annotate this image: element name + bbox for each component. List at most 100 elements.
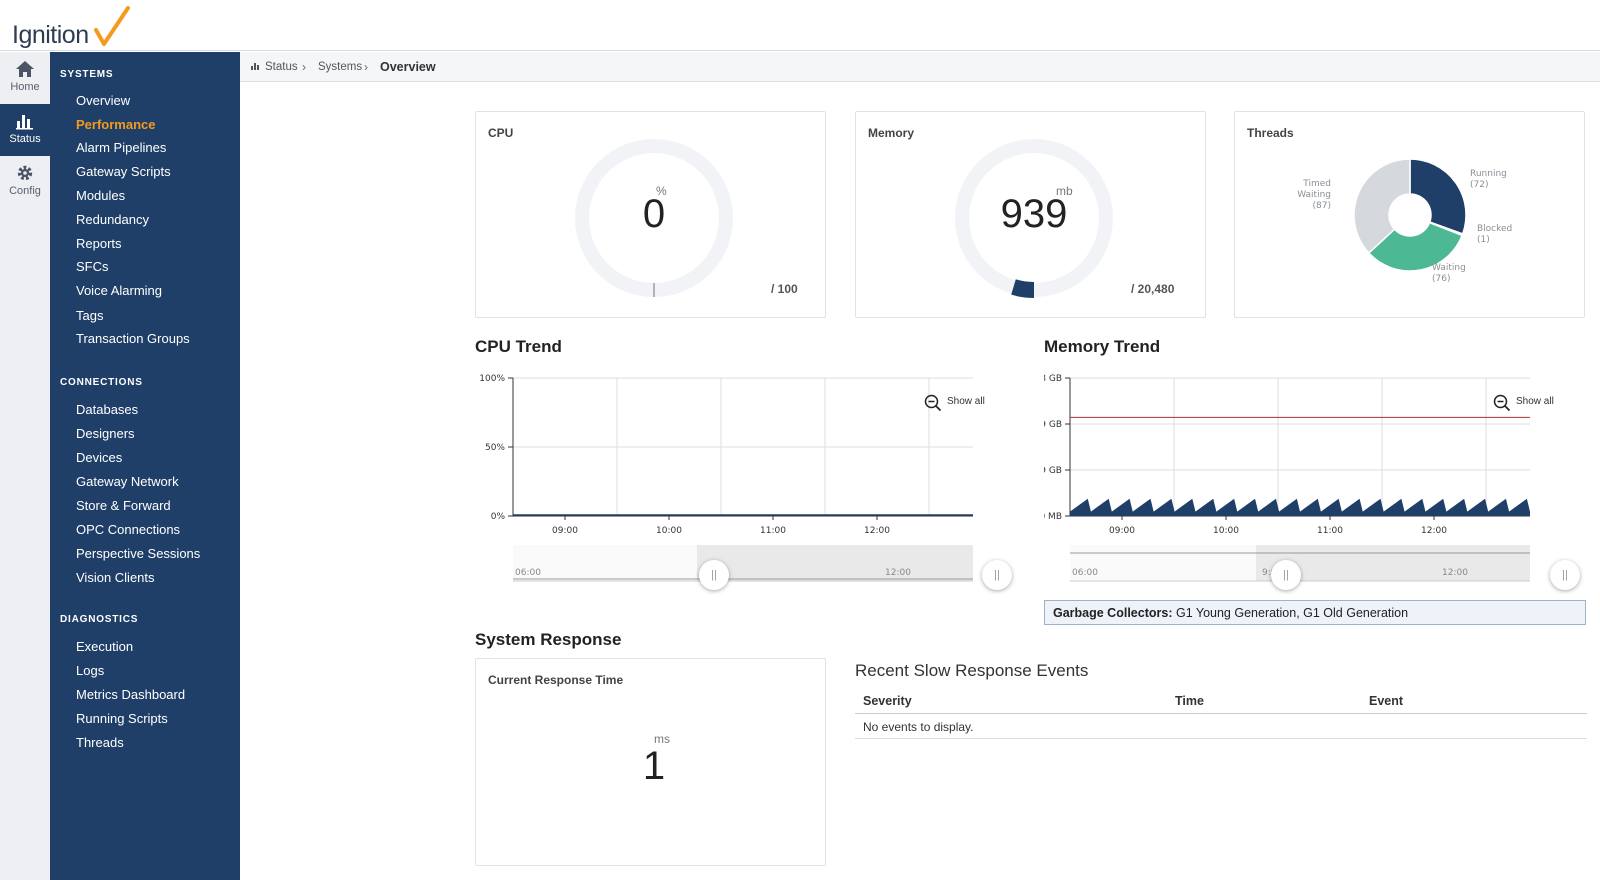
cpu-show-all-link[interactable]: Show all [947,396,985,407]
threads-label-count: (76) [1432,274,1450,284]
cpu-range-handle-left[interactable]: || [699,560,729,590]
garbage-collectors-info: Garbage Collectors: G1 Young Generation,… [1044,600,1586,625]
column-severity[interactable]: Severity [863,694,912,708]
memory-range-handle-left[interactable]: || [1271,560,1301,590]
slow-events-title: Recent Slow Response Events [855,661,1089,680]
sidebar-item-metrics-dashboard[interactable]: Metrics Dashboard [76,687,186,702]
connections-section-title: CONNECTIONS [60,377,143,388]
zoom-out-icon[interactable] [1493,394,1511,412]
x-tick-label: 10:00 [1213,526,1239,536]
cpu-value: 0 [642,192,666,236]
sidebar-item-transaction-groups[interactable]: Transaction Groups [76,331,190,346]
gear-icon [17,165,33,181]
x-tick-label: 12:00 [864,526,890,536]
sidebar-item-reports[interactable]: Reports [76,236,122,251]
sidebar-item-gateway-network[interactable]: Gateway Network [76,474,179,489]
memory-gauge [954,138,1114,298]
sidebar-item-alarm-pipelines[interactable]: Alarm Pipelines [76,140,167,155]
sidebar-item-designers[interactable]: Designers [76,426,135,441]
sidebar-item-gateway-scripts[interactable]: Gateway Scripts [76,164,171,179]
logo-text: Ignition [12,21,89,49]
home-icon [16,61,34,77]
slow-events-empty-row: No events to display. [855,715,1587,739]
sidebar: SYSTEMS Overview Performance Alarm Pipel… [50,52,240,880]
x-tick-label: 11:00 [1317,526,1343,536]
threads-donut-chart: Running(72)Blocked(1)Waiting(76)TimedWai… [1297,158,1512,284]
y-tick-label: 0% [491,512,506,522]
cpu-range-handle-right[interactable]: || [982,560,1012,590]
threads-label-name: Blocked [1477,224,1512,234]
sidebar-item-modules[interactable]: Modules [76,188,126,203]
cpu-max: / 100 [771,282,798,296]
sidebar-item-overview[interactable]: Overview [76,93,131,108]
threads-label-count: (1) [1477,235,1490,245]
gc-label: Garbage Collectors: [1053,606,1173,620]
zoom-out-icon[interactable] [924,394,942,412]
x-tick-label: 09:00 [552,526,578,536]
sidebar-item-execution[interactable]: Execution [76,639,134,654]
sidebar-item-perspective-sessions[interactable]: Perspective Sessions [76,546,201,561]
breadcrumb: Status › Systems › Overview [240,52,1600,82]
bar-chart-icon [16,115,33,130]
sidebar-item-logs[interactable]: Logs [76,663,105,678]
sidebar-item-vision-clients[interactable]: Vision Clients [76,570,155,585]
column-event[interactable]: Event [1369,694,1404,708]
memory-gauge-fill [954,138,1114,298]
threads-label-count: (87) [1313,201,1331,211]
memory-title: Memory [868,126,915,140]
range-selection[interactable] [1256,545,1530,581]
diagnostics-section-title: DIAGNOSTICS [60,614,139,625]
navigator-tick-label: 06:00 [515,568,541,578]
sidebar-item-tags[interactable]: Tags [76,308,104,323]
sidebar-item-store-forward[interactable]: Store & Forward [76,498,171,513]
response-value: 1 [642,744,666,788]
y-tick-label: 28 GB [1044,374,1062,384]
threads-label-count: (72) [1470,180,1488,190]
breadcrumb-systems[interactable]: Systems [318,61,363,73]
x-tick-label: 10:00 [656,526,682,536]
threads-label-name: Running [1470,169,1507,179]
breadcrumb-overview: Overview [380,60,436,74]
threads-slice-waiting [1367,221,1464,272]
memory-trend-title: Memory Trend [1044,337,1161,356]
systems-section-title: SYSTEMS [60,69,114,80]
icon-rail: Home Status Config [0,52,50,880]
sidebar-item-opc-connections[interactable]: OPC Connections [76,522,181,537]
bar-chart-icon [251,63,259,70]
sidebar-item-sfcs[interactable]: SFCs [76,259,109,274]
threads-label-name: Waiting [1432,263,1466,273]
chevron-right-icon: › [302,60,306,74]
sidebar-item-threads[interactable]: Threads [76,735,124,750]
threads-slice-running [1409,158,1467,235]
navigator-tick-label: 12:00 [1442,568,1468,578]
y-tick-label: 9 GB [1044,466,1062,476]
memory-card: Memory 939 mb / 20,480 [855,111,1206,318]
memory-range-handle-right[interactable]: || [1550,560,1580,590]
chevron-right-icon: › [364,60,368,74]
memory-trend-area [1070,498,1530,516]
range-selection[interactable] [697,545,973,581]
sidebar-item-databases[interactable]: Databases [76,402,139,417]
response-card-title: Current Response Time [488,673,624,687]
column-time[interactable]: Time [1175,694,1204,708]
gc-value: G1 Young Generation, G1 Old Generation [1175,606,1409,620]
y-tick-label: 100% [479,374,505,384]
y-tick-label: 50% [485,443,505,453]
memory-show-all-link[interactable]: Show all [1516,396,1554,407]
logo-check-icon [94,6,130,46]
sidebar-item-devices[interactable]: Devices [76,450,123,465]
rail-status-label: Status [9,133,41,145]
sidebar-item-running-scripts[interactable]: Running Scripts [76,711,168,726]
x-tick-label: 11:00 [760,526,786,536]
x-tick-label: 09:00 [1109,526,1135,536]
cpu-card: CPU 0 % / 100 [475,111,826,318]
rail-config-label: Config [9,185,41,197]
sidebar-item-performance[interactable]: Performance [76,117,156,132]
sidebar-item-redundancy[interactable]: Redundancy [76,212,149,227]
threads-title: Threads [1247,126,1294,140]
breadcrumb-status[interactable]: Status [265,61,298,73]
sidebar-item-voice-alarming[interactable]: Voice Alarming [76,283,162,298]
rail-config[interactable]: Config [0,156,50,208]
rail-home[interactable]: Home [0,52,50,104]
rail-status[interactable]: Status [0,104,50,156]
